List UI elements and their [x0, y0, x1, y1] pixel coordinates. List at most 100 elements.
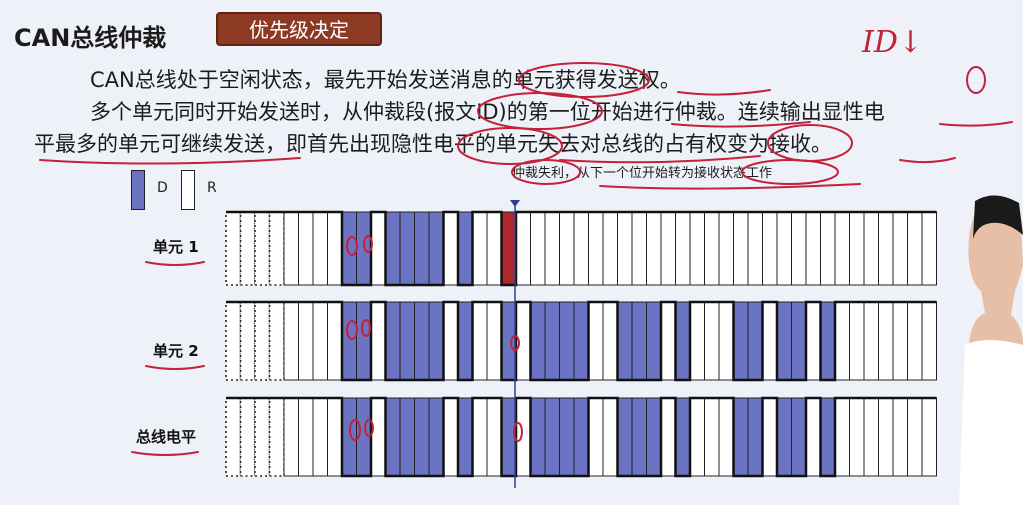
recessive-bit: [776, 211, 792, 286]
recessive-bit: [849, 211, 865, 286]
recessive-bit: [878, 397, 894, 477]
recessive-bit: [646, 211, 662, 286]
recessive-bit: [805, 301, 821, 381]
recessive-bit: [298, 211, 314, 286]
recessive-bit: [602, 211, 618, 286]
recessive-bit: [892, 397, 908, 477]
recessive-bit: [370, 397, 386, 477]
recessive-bit: [327, 211, 343, 286]
dominant-bit: [733, 397, 749, 477]
recessive-bit: [849, 301, 865, 381]
recessive-bit: [283, 301, 299, 381]
recessive-bit: [312, 301, 328, 381]
recessive-bit: [327, 301, 343, 381]
dominant-bit: [356, 211, 372, 286]
recessive-bit: [834, 397, 850, 477]
dominant-bit: [559, 301, 575, 381]
recessive-bit: [486, 301, 502, 381]
recessive-bit: [225, 397, 242, 477]
dominant-legend-label: D: [157, 180, 168, 196]
dominant-bit: [646, 301, 662, 381]
dominant-bit: [747, 301, 763, 381]
recessive-bit: [515, 211, 531, 286]
recessive-bit: [472, 301, 488, 381]
dominant-bit: [457, 301, 473, 381]
recessive-bit: [907, 211, 923, 286]
recessive-bit: [268, 211, 285, 286]
signal-waveform: [226, 396, 937, 478]
dominant-bit: [414, 397, 430, 477]
row-label-unit1: 单元 1: [153, 238, 199, 256]
recessive-bit: [312, 397, 328, 477]
recessive-bit: [472, 211, 488, 286]
timing-rows: [225, 210, 937, 478]
recessive-bit: [239, 301, 256, 381]
dominant-bit: [675, 301, 691, 381]
recessive-bit: [805, 397, 821, 477]
recessive-bit: [791, 211, 807, 286]
recessive-bit: [486, 397, 502, 477]
dominant-bit: [544, 397, 560, 477]
row-label-unit2: 单元 2: [153, 342, 199, 360]
dominant-bit: [385, 211, 401, 286]
recessive-bit: [515, 397, 531, 477]
recessive-bit: [268, 301, 285, 381]
recessive-bit: [268, 397, 285, 477]
body-line-3: 平最多的单元可继续发送，即首先出现隐性电平的单元失去对总线的占有权变为接收。: [34, 132, 832, 156]
recessive-bit: [805, 211, 821, 286]
recessive-bit: [834, 211, 850, 286]
recessive-bit: [515, 301, 531, 381]
recessive-bit: [283, 397, 299, 477]
dominant-bit: [776, 301, 792, 381]
recessive-bit: [254, 211, 271, 286]
recessive-bit: [225, 301, 242, 381]
recessive-bit: [863, 301, 879, 381]
recessive-bit: [602, 301, 618, 381]
recessive-bit: [283, 211, 299, 286]
dominant-bit: [617, 301, 633, 381]
dominant-bit: [791, 301, 807, 381]
recessive-bit: [443, 397, 459, 477]
recessive-bit: [631, 211, 647, 286]
dominant-bit: [501, 301, 517, 381]
dominant-bit: [631, 301, 647, 381]
recessive-bit: [370, 211, 386, 286]
dominant-bit: [617, 397, 633, 477]
recessive-bit: [762, 301, 778, 381]
recessive-bit: [660, 397, 676, 477]
dominant-bit: [776, 397, 792, 477]
dominant-bit: [733, 301, 749, 381]
recessive-bit: [588, 301, 604, 381]
recessive-bit: [921, 211, 937, 286]
dominant-bit: [399, 397, 415, 477]
recessive-bit: [660, 211, 676, 286]
recessive-bit: [834, 301, 850, 381]
recessive-bit: [892, 211, 908, 286]
recessive-bit: [254, 301, 271, 381]
dominant-bit: [341, 301, 357, 381]
recessive-bit: [863, 211, 879, 286]
recessive-bit: [239, 397, 256, 477]
dominant-bit: [747, 397, 763, 477]
recessive-bit: [370, 301, 386, 381]
recessive-bit: [675, 211, 691, 286]
dominant-bit: [356, 301, 372, 381]
dominant-bit: [414, 211, 430, 286]
dominant-bit: [399, 301, 415, 381]
recessive-bit: [689, 397, 705, 477]
recessive-bit: [588, 211, 604, 286]
dominant-bit: [457, 397, 473, 477]
recessive-bit: [878, 301, 894, 381]
recessive-bit: [878, 211, 894, 286]
dominant-bit: [544, 301, 560, 381]
recessive-bit: [544, 211, 560, 286]
dominant-bit: [675, 397, 691, 477]
dominant-bit: [428, 211, 444, 286]
dominant-bit: [530, 397, 546, 477]
slide-title: CAN总线仲裁: [14, 24, 167, 52]
signal-waveform: [226, 300, 937, 382]
recessive-bit: [718, 397, 734, 477]
recessive-legend-swatch: [181, 170, 195, 210]
recessive-bit: [718, 211, 734, 286]
